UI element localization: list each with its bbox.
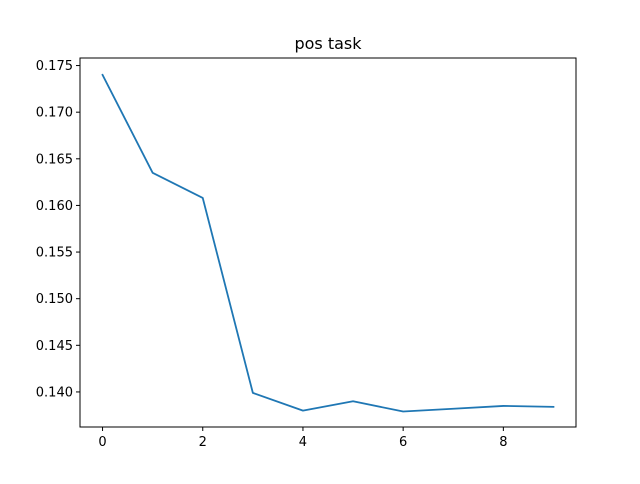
y-tick-label: 0.165 — [36, 152, 73, 167]
series-line-0 — [101, 73, 555, 413]
y-tick-label: 0.150 — [36, 292, 73, 307]
x-tick-label: 2 — [199, 435, 207, 450]
y-tick-label: 0.170 — [36, 106, 73, 121]
chart-title: pos task — [294, 34, 362, 53]
x-tick-label: 8 — [499, 435, 507, 450]
axes-frame — [79, 57, 577, 428]
y-tick-label: 0.140 — [36, 385, 73, 400]
y-tick-label: 0.145 — [36, 339, 73, 354]
x-tick-label: 6 — [399, 435, 407, 450]
y-tick-label: 0.160 — [36, 199, 73, 214]
y-tick-label: 0.175 — [36, 59, 73, 74]
x-tick-label: 0 — [98, 435, 106, 450]
x-tick-label: 4 — [299, 435, 307, 450]
y-tick-label: 0.155 — [36, 246, 73, 261]
plot-area: 0 2 4 6 8 0.140 0.145 0.150 0.155 0.160 0.165 0.170… — [36, 57, 577, 450]
